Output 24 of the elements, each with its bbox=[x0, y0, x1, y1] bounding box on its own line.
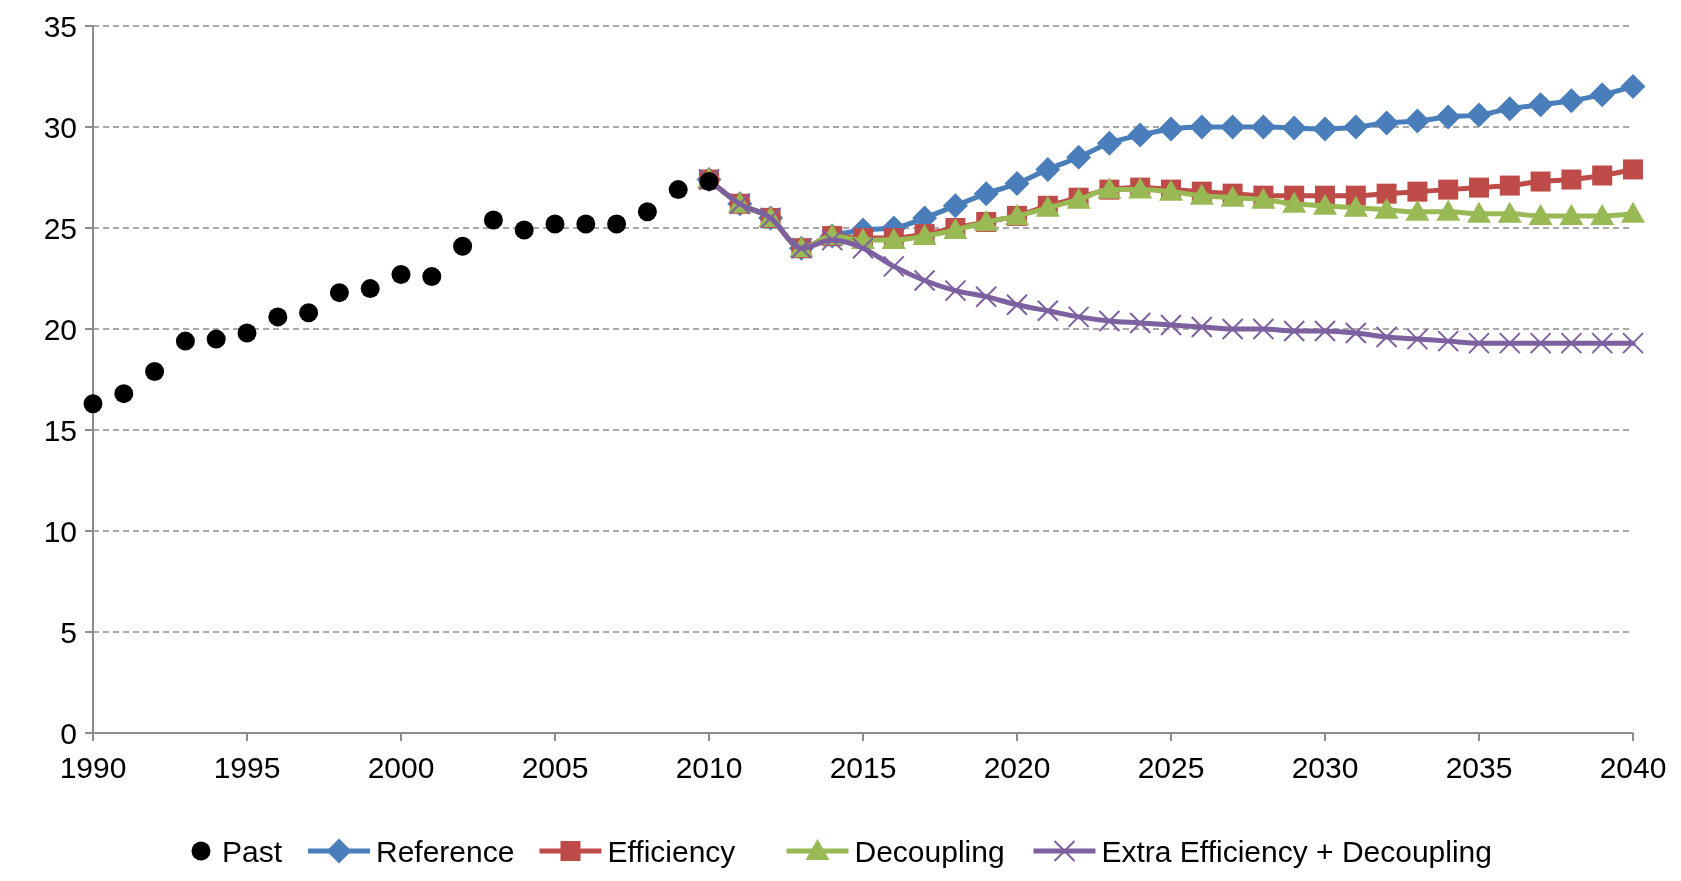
x-tick-label: 2030 bbox=[1291, 751, 1359, 784]
y-tick-label: 25 bbox=[43, 211, 77, 245]
x-tick-label: 2010 bbox=[675, 751, 743, 784]
y-tick-label: 10 bbox=[43, 514, 77, 548]
x-tick-label: 2020 bbox=[983, 751, 1051, 784]
x-tick-label: 2035 bbox=[1445, 751, 1513, 784]
y-tick-label: 0 bbox=[60, 716, 77, 750]
x-tick-label: 2000 bbox=[367, 751, 435, 784]
x-tick-label: 2015 bbox=[829, 751, 897, 784]
x-tick-label: 1995 bbox=[213, 751, 281, 784]
x-tick-label: 2005 bbox=[521, 751, 589, 784]
x-tick-label: 2040 bbox=[1599, 751, 1667, 784]
y-tick-label: 20 bbox=[43, 312, 77, 346]
x-tick-label: 2025 bbox=[1137, 751, 1205, 784]
y-tick-label: 15 bbox=[43, 413, 77, 447]
y-tick-label: 5 bbox=[60, 615, 77, 649]
legend-label: Efficiency bbox=[607, 834, 736, 868]
legend-label: Reference bbox=[376, 834, 515, 868]
legend-label: Extra Efficiency + Decoupling bbox=[1101, 834, 1492, 868]
legend-label: Decoupling bbox=[854, 834, 1005, 868]
y-tick-label: 35 bbox=[43, 9, 77, 43]
x-tick-label: 1990 bbox=[59, 751, 127, 784]
y-tick-label: 30 bbox=[43, 110, 77, 144]
legend-label: Past bbox=[222, 834, 283, 868]
